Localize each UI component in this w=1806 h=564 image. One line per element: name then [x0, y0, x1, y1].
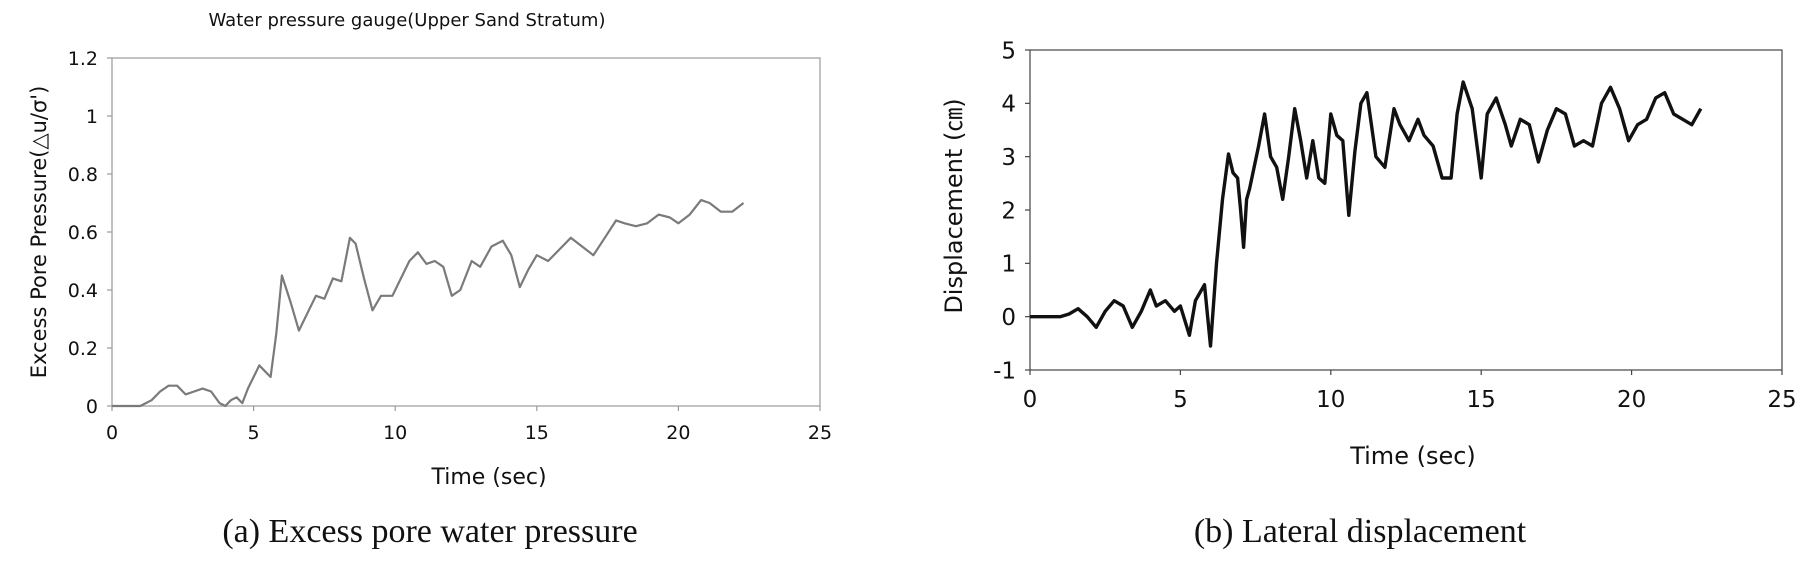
x-tick-label: 0 [1023, 387, 1038, 413]
chart-b-caption: (b) Lateral displacement [1194, 513, 1527, 550]
y-tick-label: -1 [993, 358, 1016, 384]
chart-b-series-line [1030, 80, 1703, 348]
y-tick-label: 0.2 [68, 338, 98, 360]
chart-a-caption: (a) Excess pore water pressure [222, 513, 637, 550]
x-tick-label: 15 [1467, 387, 1496, 413]
x-tick-label: 10 [383, 422, 407, 444]
x-tick-label: 25 [808, 422, 832, 444]
y-tick-label: 3 [1001, 145, 1016, 171]
x-tick-label: 25 [1767, 387, 1796, 413]
y-tick-label: 2 [1001, 198, 1016, 224]
x-tick-label: 0 [106, 422, 118, 444]
chart-a-plot-frame [111, 57, 821, 407]
x-tick-label: 20 [1617, 387, 1646, 413]
x-tick-label: 20 [666, 422, 690, 444]
y-tick-label: 4 [1001, 92, 1016, 118]
chart-b-xlabel: Time (sec) [1349, 442, 1476, 470]
chart-b-ylabel: Displacement (㎝) [940, 98, 968, 313]
x-tick-label: 5 [1173, 387, 1188, 413]
y-tick-label: 0 [86, 396, 98, 418]
pore-pressure-chart: Water pressure gauge(Upper Sand Stratum)… [27, 10, 832, 550]
chart-a-ylabel: Excess Pore Pressure(△u/σ') [27, 86, 51, 379]
chart-a-title: Water pressure gauge(Upper Sand Stratum) [209, 10, 606, 31]
y-tick-label: 1 [1001, 252, 1016, 278]
x-tick-label: 10 [1316, 387, 1345, 413]
y-tick-label: 0.6 [68, 222, 98, 244]
chart-b-plot-frame [1029, 49, 1783, 371]
y-tick-label: 1 [86, 106, 98, 128]
chart-a-series-line [112, 199, 745, 408]
x-tick-label: 5 [248, 422, 260, 444]
x-tick-label: 15 [525, 422, 549, 444]
y-tick-label: 0 [1001, 305, 1016, 331]
chart-a-xlabel: Time (sec) [430, 465, 546, 490]
displacement-chart: -1 0 1 2 3 4 5 0 5 10 15 20 25 Time (sec) Displacem… [940, 38, 1797, 550]
y-tick-label: 5 [1001, 38, 1016, 64]
y-tick-label: 0.4 [68, 280, 98, 302]
y-tick-label: 0.8 [68, 164, 98, 186]
y-tick-label: 1.2 [68, 48, 98, 70]
